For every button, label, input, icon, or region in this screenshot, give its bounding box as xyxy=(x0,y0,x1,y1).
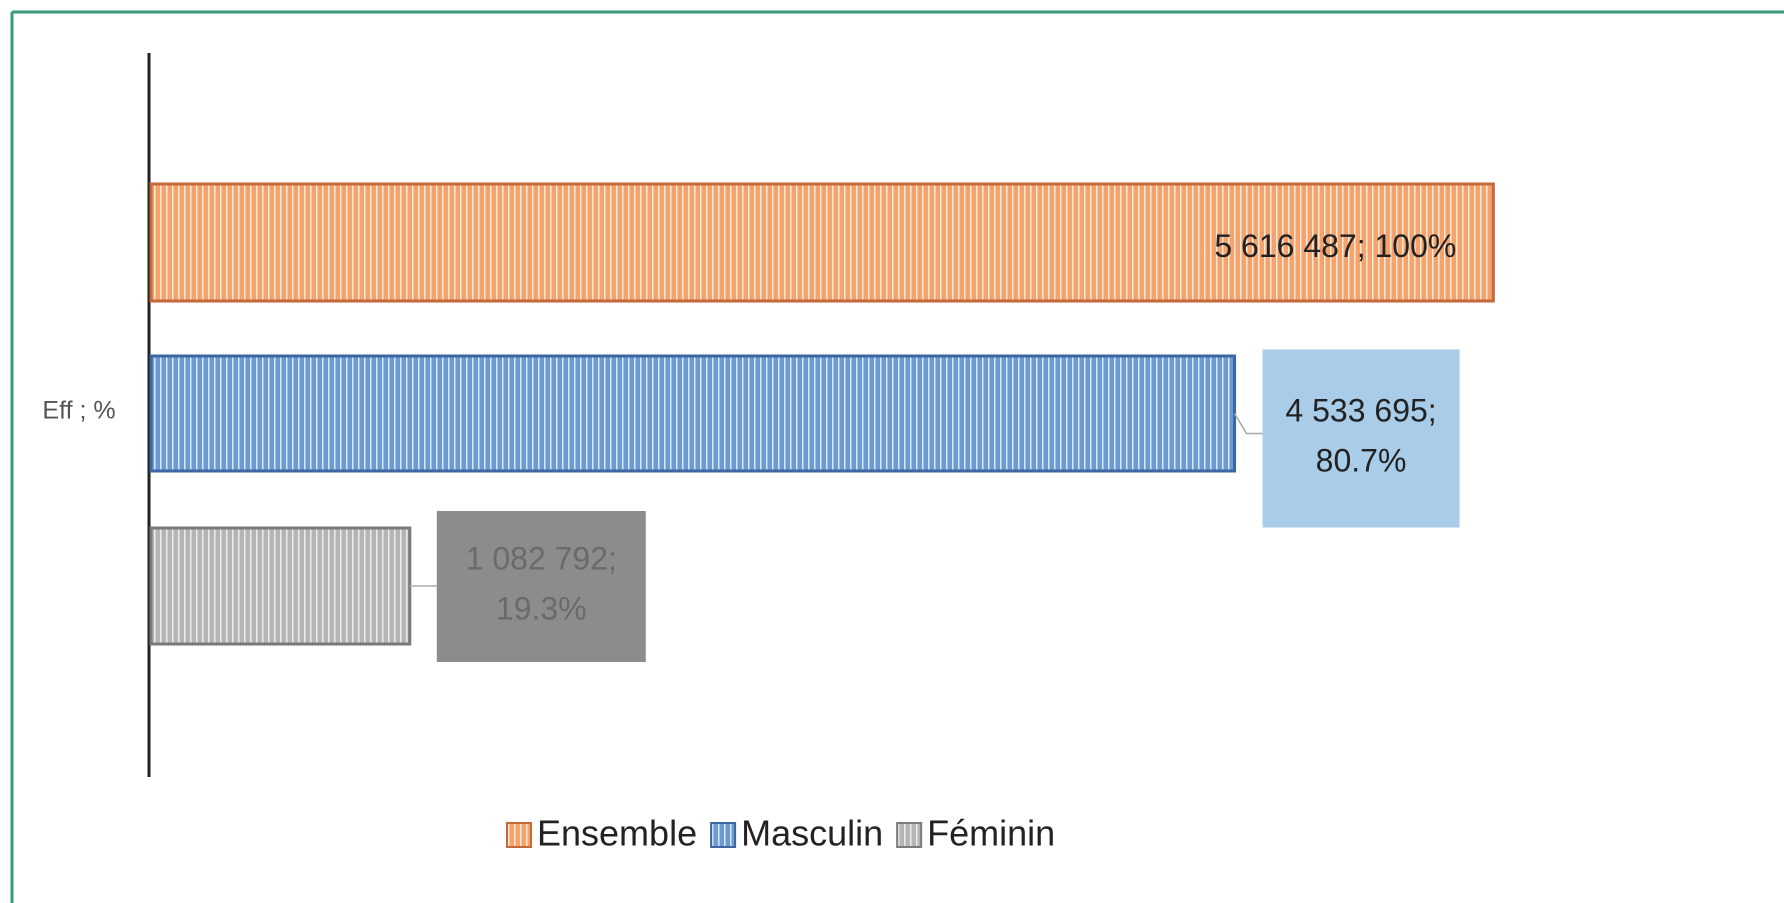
data-label: 5 616 487; 100% xyxy=(1214,228,1456,264)
legend-label: Féminin xyxy=(927,813,1055,854)
legend-swatch xyxy=(506,822,532,848)
data-label-box xyxy=(1262,349,1460,528)
legend-label: Ensemble xyxy=(537,813,697,854)
data-label-box xyxy=(436,511,646,662)
bar xyxy=(149,182,1495,303)
bar xyxy=(149,354,1237,473)
category-label: Eff ; % xyxy=(42,397,115,425)
legend-label: Masculin xyxy=(741,813,883,854)
legend-swatch xyxy=(710,822,737,848)
bar xyxy=(149,526,412,646)
data-label: 4 533 695; 80.7% xyxy=(1285,393,1436,479)
leader-line xyxy=(1233,413,1263,435)
data-label: 1 082 792; 19.3% xyxy=(466,541,617,627)
legend-swatch xyxy=(896,822,923,848)
